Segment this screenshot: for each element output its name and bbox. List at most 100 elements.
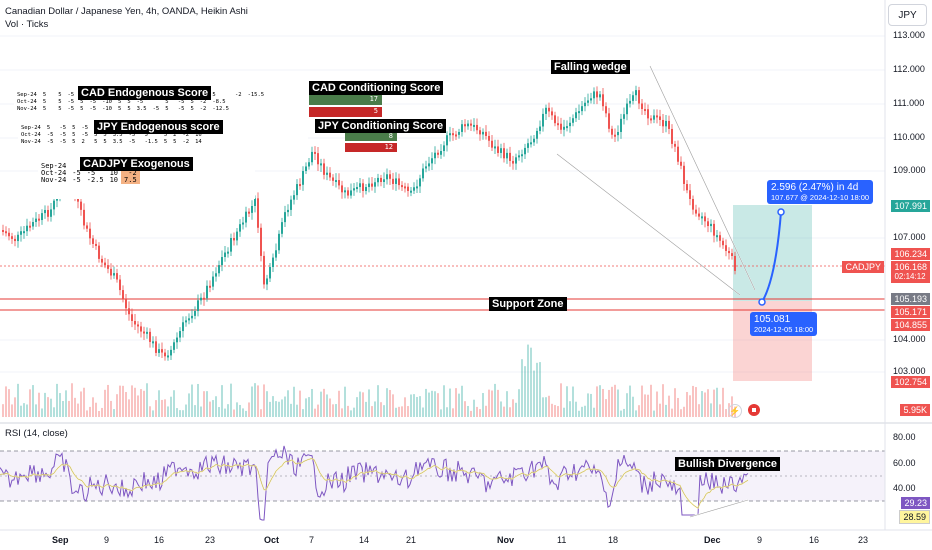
volume-bar: [662, 384, 664, 417]
candle: [527, 143, 529, 148]
candle: [377, 177, 379, 183]
cad-endogenous-label[interactable]: CAD Endogenous Score: [78, 86, 212, 100]
volume-bar: [320, 391, 322, 417]
volume-bar: [425, 388, 427, 417]
volume-bar: [395, 407, 397, 417]
candle: [113, 273, 115, 276]
price-box-105193: 105.193: [891, 293, 930, 305]
table-cell: 5: [72, 125, 76, 131]
chart-title[interactable]: Canadian Dollar / Japanese Yen, 4h, OAND…: [5, 6, 248, 17]
candle: [317, 153, 319, 165]
volume-bar: [350, 410, 352, 417]
volume-bar: [461, 385, 463, 417]
entry-tooltip: 105.081 2024-12-05 18:00: [750, 312, 818, 336]
candle: [197, 300, 199, 312]
table-row: Nov-24 -5 -2.5 10 7.5: [38, 177, 140, 184]
volume-bar: [518, 389, 520, 417]
table-cell: -2: [199, 99, 207, 105]
candle: [584, 102, 586, 107]
table-cell: -5: [177, 106, 185, 112]
time-tick-label: Nov: [497, 535, 515, 545]
table-cell: -5: [89, 99, 97, 105]
volume-bar: [110, 400, 112, 417]
volume-bar: [386, 388, 388, 417]
volume-bar: [485, 405, 487, 417]
time-tick-label: Dec: [704, 535, 721, 545]
volume-bar: [107, 384, 109, 417]
candle: [32, 222, 34, 227]
candle: [479, 130, 481, 135]
cadjpy-exogenous-label[interactable]: CADJPY Exogenous: [80, 157, 193, 171]
lightning-icon[interactable]: ⚡: [728, 404, 742, 418]
volume-bar: [536, 362, 538, 417]
volume-bar: [644, 394, 646, 417]
cad-conditioning-label[interactable]: CAD Conditioning Score: [309, 81, 444, 95]
volume-bar: [92, 397, 94, 417]
entry-point[interactable]: [758, 298, 766, 306]
candle: [266, 278, 268, 285]
candle: [176, 337, 178, 343]
jpy-endogenous-label[interactable]: JPY Endogenous score: [94, 120, 223, 134]
target-tooltip-line2: 107.677 @ 2024-12-10 18:00: [771, 193, 870, 202]
candle: [695, 209, 697, 214]
volume-bar: [206, 391, 208, 417]
price-tick-label: 103.000: [893, 366, 926, 376]
rsi-title[interactable]: RSI (14, close): [5, 428, 68, 439]
table-cell: 5: [165, 99, 169, 105]
candle: [329, 172, 331, 178]
table-cell: -2: [199, 106, 207, 112]
candle: [236, 231, 238, 241]
candle: [137, 324, 139, 327]
candle: [497, 146, 499, 153]
volume-bar: [488, 389, 490, 417]
candle: [626, 103, 628, 115]
jpy-conditioning-label[interactable]: JPY Conditioning Score: [315, 119, 447, 133]
volume-bar: [29, 389, 31, 417]
table-cell: -5: [59, 132, 67, 138]
target-point[interactable]: [777, 208, 785, 216]
volume-bar: [371, 406, 373, 417]
candle: [146, 331, 148, 334]
volume-bar: [98, 410, 100, 417]
falling-wedge-label[interactable]: Falling wedge: [551, 60, 630, 74]
volume-bar: [194, 405, 196, 417]
table-cell: -5: [67, 99, 75, 105]
volume-bar: [242, 408, 244, 417]
volume-bar: [494, 383, 496, 417]
candle: [443, 145, 445, 152]
volume-bar: [677, 397, 679, 417]
volume-bar: [257, 385, 259, 417]
volume-bar: [368, 389, 370, 417]
volume-bar: [473, 399, 475, 417]
candle: [410, 190, 412, 193]
volume-bar: [116, 394, 118, 417]
support-zone-label[interactable]: Support Zone: [489, 297, 567, 311]
volume-bar: [464, 401, 466, 417]
candle: [341, 185, 343, 193]
candle: [143, 331, 145, 334]
candle: [269, 267, 271, 279]
volume-bar: [389, 389, 391, 417]
bullish-divergence-label[interactable]: Bullish Divergence: [675, 457, 781, 471]
volume-bar: [26, 404, 28, 417]
candle: [638, 90, 640, 104]
currency-button[interactable]: JPY: [888, 4, 927, 26]
volume-indicator-title[interactable]: Vol · Ticks: [5, 19, 49, 30]
candle: [407, 186, 409, 191]
candle: [491, 140, 493, 148]
candle: [356, 187, 358, 190]
volume-bar: [719, 404, 721, 417]
table-cell: 3.5: [112, 139, 123, 145]
candle: [521, 154, 523, 157]
volume-bar: [308, 397, 310, 417]
volume-bar: [185, 404, 187, 417]
time-tick-label: Oct: [264, 535, 280, 545]
candle: [506, 152, 508, 159]
candle: [686, 183, 688, 191]
volume-bar: [173, 390, 175, 417]
table-cell: 5: [212, 92, 216, 98]
candle: [332, 177, 334, 181]
rsi-line: [0, 445, 749, 521]
volume-bar: [275, 401, 277, 417]
